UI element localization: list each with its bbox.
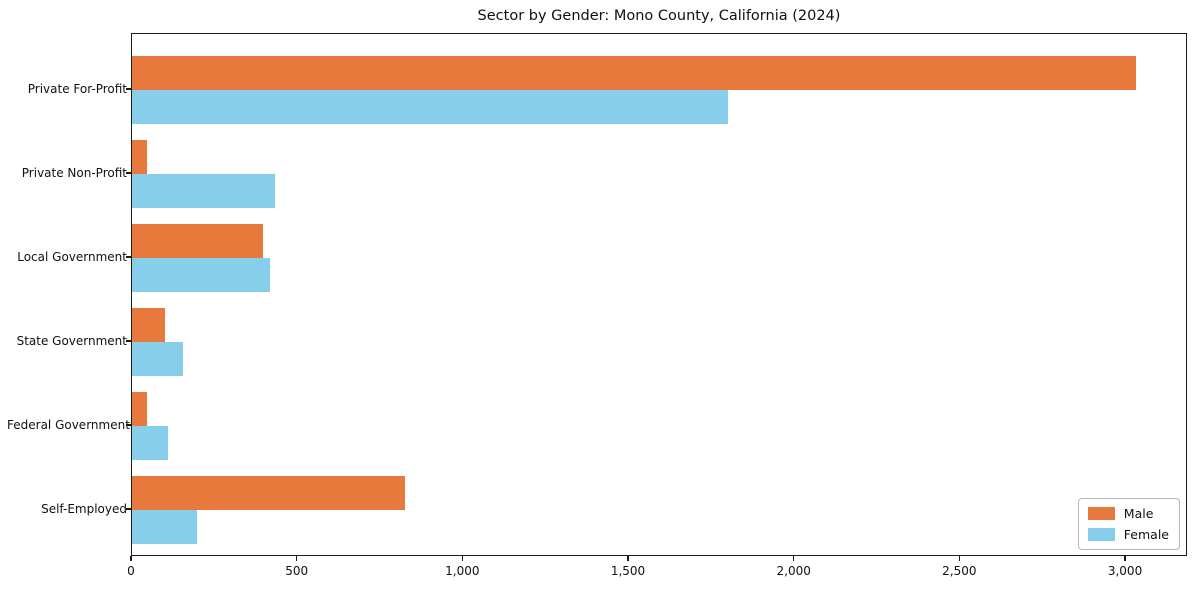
bar-male-1 — [132, 140, 147, 174]
x-tick-mark — [627, 556, 629, 561]
y-tick-mark — [126, 508, 131, 510]
chart-title: Sector by Gender: Mono County, Californi… — [477, 8, 841, 24]
x-tick-label: 2,500 — [942, 564, 977, 578]
bar-male-4 — [132, 392, 147, 426]
x-tick-label: 2,000 — [776, 564, 811, 578]
bar-female-5 — [132, 510, 197, 544]
y-tick-mark — [126, 340, 131, 342]
x-tick-mark — [130, 556, 132, 561]
bar-male-5 — [132, 476, 406, 510]
y-tick-mark — [126, 172, 131, 174]
bar-female-4 — [132, 426, 169, 460]
y-tick-label: Private Non-Profit — [21, 166, 127, 180]
legend-swatch-male — [1087, 507, 1115, 520]
y-tick-label: Local Government — [17, 250, 127, 264]
y-tick-label: State Government — [16, 334, 127, 348]
y-tick-label: Federal Government — [7, 418, 130, 432]
bar-female-1 — [132, 174, 275, 208]
y-tick-mark — [126, 424, 131, 426]
x-tick-label: 1,000 — [445, 564, 480, 578]
legend-label: Male — [1123, 506, 1154, 521]
legend-entry-male: Male — [1087, 506, 1169, 521]
bar-female-2 — [132, 258, 270, 292]
legend-label: Female — [1123, 527, 1169, 542]
bar-male-2 — [132, 224, 263, 258]
plot-area: Male Female — [131, 33, 1187, 556]
y-tick-mark — [126, 88, 131, 90]
y-tick-label: Private For-Profit — [27, 82, 127, 96]
x-tick-label: 500 — [285, 564, 309, 578]
x-tick-label: 0 — [127, 564, 135, 578]
x-tick-mark — [958, 556, 960, 561]
x-tick-label: 3,000 — [1107, 564, 1143, 578]
legend: Male Female — [1077, 498, 1180, 550]
legend-entry-female: Female — [1087, 527, 1169, 542]
bar-male-0 — [132, 56, 1136, 90]
x-tick-mark — [793, 556, 795, 561]
y-tick-mark — [126, 256, 131, 258]
legend-swatch-female — [1087, 528, 1115, 541]
y-tick-label: Self-Employed — [41, 502, 127, 516]
x-tick-label: 1,500 — [610, 564, 646, 578]
x-tick-mark — [461, 556, 463, 561]
x-tick-mark — [1124, 556, 1126, 561]
bar-female-0 — [132, 90, 729, 124]
x-tick-mark — [296, 556, 298, 561]
bar-female-3 — [132, 342, 184, 376]
bar-male-3 — [132, 308, 166, 342]
